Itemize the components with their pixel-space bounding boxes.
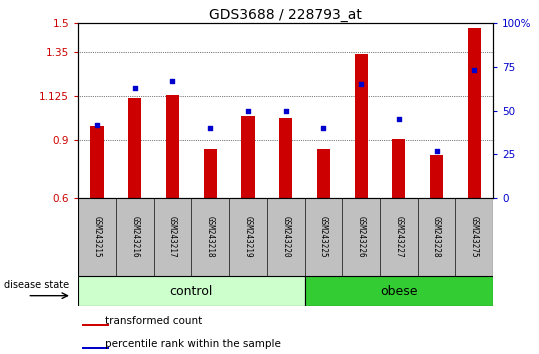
Title: GDS3688 / 228793_at: GDS3688 / 228793_at <box>209 8 362 22</box>
Text: GSM243219: GSM243219 <box>244 216 252 258</box>
Bar <box>154 198 191 276</box>
Point <box>432 148 441 154</box>
Bar <box>279 118 292 198</box>
Point <box>357 81 365 87</box>
Text: obese: obese <box>380 285 418 298</box>
Bar <box>355 54 368 198</box>
Bar <box>468 28 481 198</box>
Bar <box>191 198 229 276</box>
Point <box>168 78 177 84</box>
Bar <box>305 276 493 306</box>
Point <box>130 85 139 91</box>
Bar <box>116 198 154 276</box>
Point <box>206 125 215 131</box>
Bar <box>455 198 493 276</box>
Bar <box>392 139 405 198</box>
Bar <box>78 276 305 306</box>
Bar <box>82 324 109 326</box>
Bar <box>128 98 141 198</box>
Text: GSM243216: GSM243216 <box>130 216 139 258</box>
Text: GSM243275: GSM243275 <box>470 216 479 258</box>
Bar <box>430 155 443 198</box>
Bar <box>317 149 330 198</box>
Bar <box>380 198 418 276</box>
Bar <box>418 198 455 276</box>
Text: GSM243226: GSM243226 <box>357 216 365 258</box>
Text: GSM243220: GSM243220 <box>281 216 290 258</box>
Text: control: control <box>170 285 213 298</box>
Point <box>470 68 479 73</box>
Text: GSM243217: GSM243217 <box>168 216 177 258</box>
Bar <box>91 126 103 198</box>
Point <box>281 108 290 113</box>
Text: GSM243228: GSM243228 <box>432 216 441 258</box>
Bar <box>204 149 217 198</box>
Text: GSM243225: GSM243225 <box>319 216 328 258</box>
Bar <box>82 347 109 349</box>
Text: GSM243227: GSM243227 <box>395 216 403 258</box>
Bar <box>305 198 342 276</box>
Text: transformed count: transformed count <box>105 316 202 326</box>
Point <box>319 125 328 131</box>
Point <box>93 122 101 127</box>
Text: percentile rank within the sample: percentile rank within the sample <box>105 339 281 349</box>
Point <box>395 116 403 122</box>
Text: GSM243218: GSM243218 <box>206 216 215 258</box>
Bar <box>78 198 116 276</box>
Text: GSM243215: GSM243215 <box>93 216 101 258</box>
Bar <box>166 95 179 198</box>
Point <box>244 108 252 113</box>
Bar <box>342 198 380 276</box>
Text: disease state: disease state <box>4 280 69 290</box>
Bar <box>241 116 254 198</box>
Bar <box>229 198 267 276</box>
Bar <box>267 198 305 276</box>
